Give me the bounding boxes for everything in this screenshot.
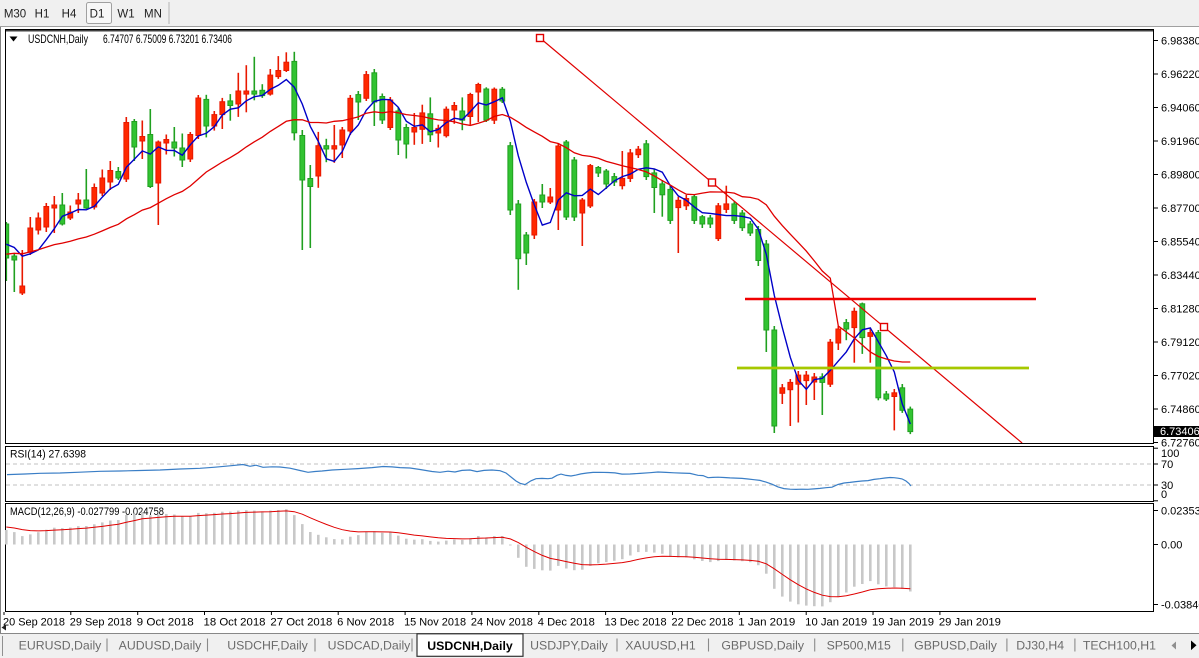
svg-text:0: 0 (1161, 489, 1167, 501)
svg-text:6.74860: 6.74860 (1161, 404, 1199, 416)
svg-text:6.72760: 6.72760 (1161, 438, 1199, 450)
svg-text:4 Dec 2018: 4 Dec 2018 (538, 617, 595, 629)
svg-text:-0.038466: -0.038466 (1161, 600, 1199, 612)
svg-text:6.77020: 6.77020 (1161, 371, 1199, 383)
svg-text:13 Dec 2018: 13 Dec 2018 (605, 617, 667, 629)
svg-text:6.81280: 6.81280 (1161, 304, 1199, 316)
svg-text:GBPUSD,Daily: GBPUSD,Daily (914, 639, 998, 653)
svg-text:29 Sep 2018: 29 Sep 2018 (70, 617, 132, 629)
svg-text:XAUUSD,H1: XAUUSD,H1 (625, 639, 696, 653)
svg-text:USDCNH,Daily: USDCNH,Daily (427, 639, 513, 653)
svg-text:6.79120: 6.79120 (1161, 337, 1199, 349)
svg-text:W1: W1 (117, 9, 134, 21)
svg-text:USDJPY,Daily: USDJPY,Daily (530, 639, 609, 653)
svg-text:6.73406: 6.73406 (1160, 426, 1199, 438)
svg-text:USDCAD,Daily: USDCAD,Daily (328, 639, 412, 653)
svg-text:MN: MN (144, 9, 162, 21)
svg-text:TECH100,H1: TECH100,H1 (1083, 639, 1156, 653)
svg-text:AUDUSD,Daily: AUDUSD,Daily (119, 639, 203, 653)
svg-text:DJ30,H4: DJ30,H4 (1016, 639, 1064, 653)
svg-text:6.94060: 6.94060 (1161, 103, 1199, 115)
svg-text:1 Jan 2019: 1 Jan 2019 (738, 617, 795, 629)
svg-text:19 Jan 2019: 19 Jan 2019 (872, 617, 934, 629)
svg-text:27 Oct 2018: 27 Oct 2018 (270, 617, 332, 629)
svg-text:18 Oct 2018: 18 Oct 2018 (204, 617, 266, 629)
svg-text:20 Sep 2018: 20 Sep 2018 (3, 617, 65, 629)
svg-text:6.98380: 6.98380 (1161, 36, 1199, 48)
svg-text:24 Nov 2018: 24 Nov 2018 (471, 617, 533, 629)
svg-text:6.91960: 6.91960 (1161, 136, 1199, 148)
svg-text:70: 70 (1161, 459, 1173, 471)
svg-text:10 Jan 2019: 10 Jan 2019 (805, 617, 867, 629)
svg-text:6.83440: 6.83440 (1161, 270, 1199, 282)
svg-text:MACD(12,26,9) -0.027799 -0.024: MACD(12,26,9) -0.027799 -0.024758 (10, 506, 164, 518)
svg-text:GBPUSD,Daily: GBPUSD,Daily (721, 639, 805, 653)
svg-text:6.89800: 6.89800 (1161, 170, 1199, 182)
svg-text:6.85540: 6.85540 (1161, 237, 1199, 249)
svg-text:6.74707 6.75009 6.73201 6.7340: 6.74707 6.75009 6.73201 6.73406 (103, 32, 232, 46)
svg-text:M30: M30 (4, 9, 26, 21)
svg-text:22 Dec 2018: 22 Dec 2018 (672, 617, 734, 629)
svg-text:RSI(14) 27.6398: RSI(14) 27.6398 (10, 449, 86, 461)
svg-text:0.00: 0.00 (1161, 540, 1182, 552)
svg-text:0.023534: 0.023534 (1161, 506, 1199, 518)
svg-text:15 Nov 2018: 15 Nov 2018 (404, 617, 466, 629)
svg-text:USDCNH,Daily: USDCNH,Daily (28, 32, 88, 46)
svg-text:H4: H4 (62, 9, 77, 21)
svg-text:6.87700: 6.87700 (1161, 203, 1199, 215)
svg-text:29 Jan 2019: 29 Jan 2019 (939, 617, 1001, 629)
svg-text:H1: H1 (35, 9, 50, 21)
svg-text:D1: D1 (90, 9, 105, 21)
svg-text:100: 100 (1161, 448, 1179, 460)
svg-text:SP500,M15: SP500,M15 (827, 639, 891, 653)
svg-text:6 Nov 2018: 6 Nov 2018 (337, 617, 394, 629)
svg-text:USDCHF,Daily: USDCHF,Daily (227, 639, 308, 653)
svg-text:30: 30 (1161, 480, 1173, 492)
svg-text:EURUSD,Daily: EURUSD,Daily (19, 639, 103, 653)
svg-text:6.96220: 6.96220 (1161, 69, 1199, 81)
svg-text:9 Oct 2018: 9 Oct 2018 (137, 617, 194, 629)
